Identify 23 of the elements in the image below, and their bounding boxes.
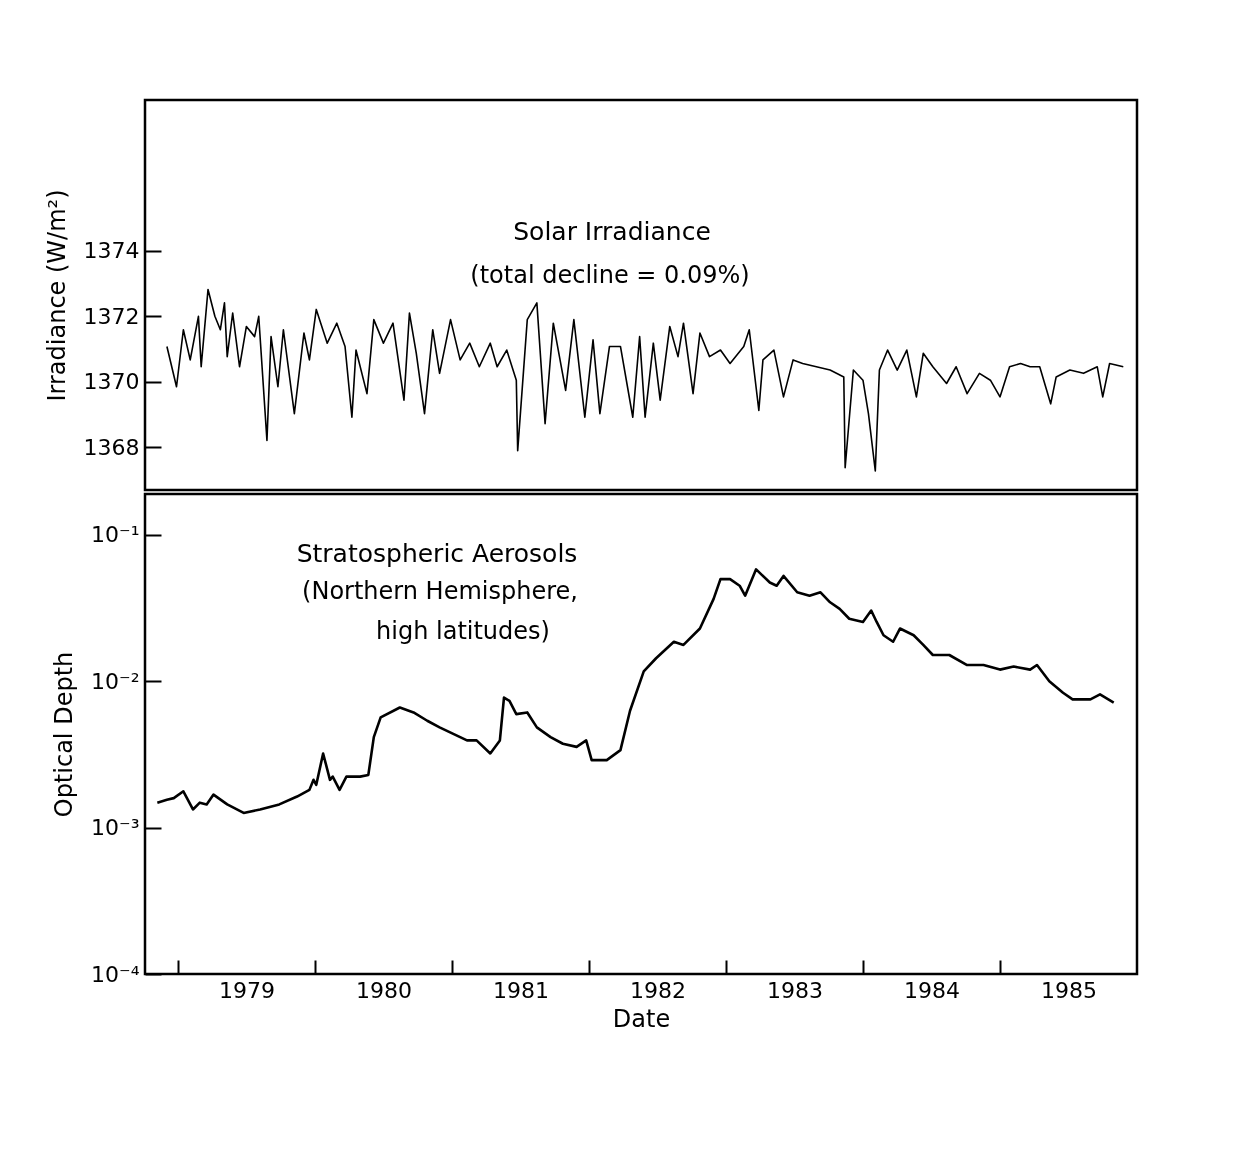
- x-tick-label: 1985: [1040, 977, 1097, 1003]
- y-tick-label: 1374: [83, 238, 140, 264]
- y-tick-label: 10⁻¹: [91, 522, 140, 548]
- y-axis-title: Irradiance (W/m²): [42, 189, 71, 402]
- x-tick-label: 1981: [492, 977, 549, 1003]
- y-tick-label: 10⁻³: [91, 815, 140, 841]
- x-axis-title: Date: [612, 1004, 671, 1033]
- x-tick-label: 1982: [629, 977, 686, 1003]
- y-tick-label: 1370: [83, 369, 140, 395]
- text: Solar Irradiance: [513, 217, 711, 246]
- y-tick-label: 10⁻²: [91, 668, 140, 694]
- annotation: high latitudes): [376, 617, 550, 645]
- text: Stratospheric Aerosols: [296, 539, 578, 568]
- x-tick-label: 1980: [355, 977, 412, 1003]
- annotation: (Northern Hemisphere,: [302, 577, 578, 605]
- annotation: (total decline = 0.09%): [470, 261, 750, 289]
- x-tick-label: 1984: [903, 977, 960, 1003]
- x-tick-label: 1979: [218, 977, 275, 1003]
- y-tick-label: 10⁻⁴: [91, 961, 140, 987]
- y-axis-title: Optical Depth: [50, 651, 79, 818]
- y-tick-label: 1372: [83, 303, 140, 329]
- x-tick-label: 1983: [766, 977, 823, 1003]
- y-tick-label: 1368: [83, 434, 140, 460]
